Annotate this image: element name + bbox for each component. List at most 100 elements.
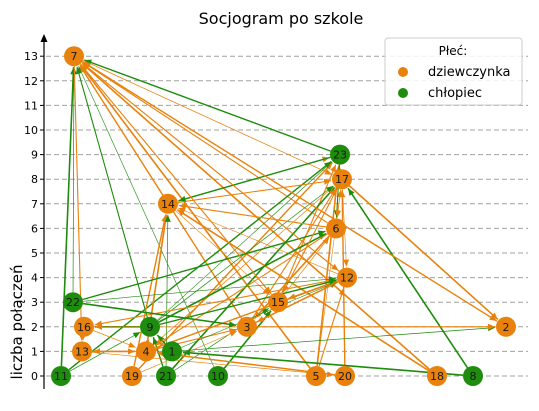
node-label: 19 <box>125 370 139 383</box>
node-circle <box>237 316 257 337</box>
y-tick-label: 6 <box>31 222 38 235</box>
node-label: 5 <box>313 370 320 383</box>
node-circle <box>326 218 346 239</box>
node-label: 12 <box>340 272 354 285</box>
edge-12-16 <box>94 278 338 327</box>
y-tick-label: 11 <box>24 99 38 112</box>
edge-7-15 <box>79 63 272 295</box>
edge-3-7 <box>79 65 243 319</box>
node-label: 23 <box>333 149 347 162</box>
edge-8-17 <box>347 187 469 369</box>
node-20: 20 <box>335 366 355 386</box>
node-circle <box>427 366 447 386</box>
legend: Płeć: dziewczynka chłopiec <box>384 37 523 106</box>
node-label: 11 <box>54 370 68 383</box>
y-tick-label: 13 <box>24 50 38 63</box>
node-2: 2 <box>496 316 516 337</box>
node-circle <box>335 366 355 386</box>
y-axis-label: liczba połączeń <box>8 265 26 380</box>
node-circle <box>74 316 94 337</box>
node-label: 6 <box>333 222 340 235</box>
node-circle <box>330 144 350 165</box>
edge-16-4 <box>93 330 136 348</box>
legend-box <box>384 37 523 106</box>
node-circle <box>306 366 326 386</box>
node-21: 21 <box>156 366 176 386</box>
node-3: 3 <box>237 316 257 337</box>
y-tick-label: 2 <box>31 321 38 334</box>
edge-18-14 <box>176 209 430 372</box>
node-7: 7 <box>64 46 84 67</box>
y-tick-label: 8 <box>31 173 38 186</box>
legend-label-chlopiec: chłopiec <box>428 86 482 101</box>
node-13: 13 <box>72 341 92 362</box>
node-circle <box>136 341 156 362</box>
edge-7-17 <box>82 60 333 175</box>
edge-13-4 <box>92 348 135 355</box>
y-tick-label: 12 <box>24 75 38 88</box>
node-circle <box>64 46 84 67</box>
node-14: 14 <box>158 193 178 214</box>
edge-22-6 <box>82 230 326 301</box>
edge-16-2 <box>94 323 495 330</box>
y-tick-label: 7 <box>31 198 38 211</box>
node-circle <box>162 341 182 362</box>
edge-13-20 <box>91 351 335 378</box>
edges <box>60 59 499 378</box>
y-tick-label: 3 <box>31 296 38 309</box>
edge-17-2 <box>348 185 499 321</box>
node-circle <box>156 366 176 386</box>
node-12: 12 <box>337 267 357 288</box>
edge-1-12 <box>181 281 337 348</box>
node-circle <box>140 316 160 337</box>
edge-23-14 <box>178 156 331 202</box>
node-circle <box>463 366 483 386</box>
node-22: 22 <box>63 292 83 313</box>
node-6: 6 <box>326 218 346 239</box>
node-circle <box>51 366 71 386</box>
node-circle <box>337 267 357 288</box>
node-label: 18 <box>430 370 444 383</box>
edge-15-23 <box>281 164 337 294</box>
node-label: 16 <box>77 321 91 334</box>
node-5: 5 <box>306 366 326 386</box>
node-16: 16 <box>74 316 94 337</box>
node-circle <box>158 193 178 214</box>
node-circle <box>268 292 288 313</box>
node-circle <box>122 366 142 386</box>
node-label: 1 <box>169 345 176 358</box>
node-label: 9 <box>147 321 154 334</box>
node-label: 8 <box>470 370 477 383</box>
node-23: 23 <box>330 144 350 165</box>
node-15: 15 <box>268 292 288 313</box>
node-10: 10 <box>208 366 228 386</box>
edge-4-12 <box>155 280 337 349</box>
edge-22-3 <box>82 302 237 328</box>
edge-7-12 <box>81 62 339 271</box>
node-9: 9 <box>140 316 160 337</box>
edge-5-7 <box>79 64 311 369</box>
node-18: 18 <box>427 366 447 386</box>
node-label: 17 <box>335 173 349 186</box>
y-tick-label: 10 <box>24 124 38 137</box>
node-label: 4 <box>143 345 150 358</box>
y-tick-label: 5 <box>31 247 38 260</box>
node-label: 13 <box>75 345 89 358</box>
legend-marker-dziewczynka <box>398 67 408 77</box>
node-label: 14 <box>161 198 175 211</box>
node-11: 11 <box>51 366 71 386</box>
node-label: 2 <box>503 321 510 334</box>
node-8: 8 <box>463 366 483 386</box>
edge-14-17 <box>177 178 332 203</box>
edge-17-6 <box>335 189 342 218</box>
node-circle <box>496 316 516 337</box>
edge-6-4 <box>154 233 328 346</box>
edge-9-7 <box>75 66 148 318</box>
node-circle <box>72 341 92 362</box>
node-19: 19 <box>122 366 142 386</box>
node-label: 21 <box>159 370 173 383</box>
y-axis-arrow <box>40 34 48 42</box>
